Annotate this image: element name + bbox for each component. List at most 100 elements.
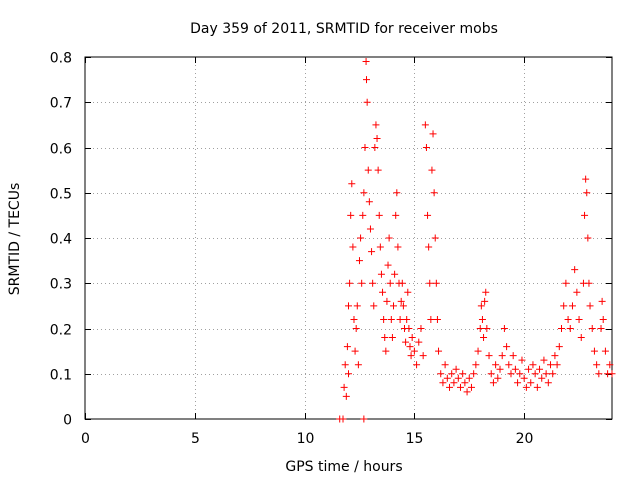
- data-point: [480, 334, 488, 342]
- data-point: [394, 243, 402, 251]
- data-point: [492, 361, 500, 369]
- data-point: [511, 365, 519, 373]
- data-point: [360, 415, 368, 423]
- data-point: [595, 370, 603, 378]
- data-point: [375, 211, 383, 219]
- data-point: [377, 270, 385, 278]
- data-point: [343, 343, 351, 351]
- data-point: [357, 234, 365, 242]
- data-point: [339, 415, 347, 423]
- data-point: [360, 189, 368, 197]
- data-point: [542, 370, 550, 378]
- data-point: [346, 279, 354, 287]
- data-point: [454, 374, 462, 382]
- data-point: [417, 325, 425, 332]
- data-point: [345, 302, 352, 310]
- data-point: [351, 347, 359, 355]
- data-point: [608, 370, 616, 378]
- data-point: [372, 121, 380, 129]
- data-point: [463, 388, 471, 396]
- data-point: [430, 189, 438, 197]
- data-point: [551, 352, 559, 360]
- data-point: [373, 134, 381, 142]
- y-tick-label: 0.5: [50, 187, 72, 203]
- data-point: [585, 279, 593, 287]
- data-point: [575, 315, 583, 323]
- x-tick-label: 10: [297, 431, 315, 447]
- chart-title: Day 359 of 2011, SRMTID for receiver mob…: [190, 21, 498, 37]
- data-point: [385, 234, 393, 242]
- data-point: [413, 361, 421, 369]
- data-point: [428, 166, 436, 174]
- data-point: [425, 243, 433, 251]
- data-point: [500, 325, 508, 332]
- data-point: [547, 361, 555, 369]
- data-point: [496, 365, 504, 373]
- data-point: [405, 325, 413, 332]
- data-point: [514, 379, 522, 387]
- data-point: [433, 315, 441, 323]
- data-point: [583, 189, 591, 197]
- data-point: [597, 325, 605, 332]
- data-point: [345, 370, 352, 378]
- data-point: [381, 334, 389, 342]
- data-point: [477, 302, 485, 310]
- data-point: [342, 392, 350, 400]
- data-point: [408, 334, 416, 342]
- data-point: [494, 374, 502, 382]
- data-point: [520, 374, 528, 382]
- data-point: [588, 325, 596, 332]
- data-point: [525, 365, 533, 373]
- data-point: [429, 130, 437, 138]
- data-point: [387, 315, 395, 323]
- data-point: [446, 383, 454, 391]
- y-tick-label: 0.3: [50, 277, 72, 293]
- data-point: [507, 370, 515, 378]
- data-point: [407, 352, 415, 360]
- data-point: [398, 279, 406, 287]
- y-tick-label: 0.1: [50, 368, 72, 384]
- data-point: [472, 361, 480, 369]
- data-point: [362, 58, 370, 66]
- data-point: [584, 234, 592, 242]
- data-point: [355, 257, 363, 265]
- data-point: [359, 211, 367, 219]
- data-point: [452, 365, 460, 373]
- data-point: [368, 248, 376, 256]
- data-point: [448, 370, 456, 378]
- y-tick-label: 0.6: [50, 142, 72, 158]
- x-axis: 0 5 10 15 20: [81, 57, 533, 447]
- data-point: [376, 243, 384, 251]
- data-point: [518, 356, 526, 364]
- data-point: [406, 343, 414, 351]
- data-point: [365, 198, 373, 206]
- data-point: [437, 370, 445, 378]
- data-point: [353, 302, 361, 310]
- y-tick-label: 0.8: [50, 51, 72, 67]
- data-point: [461, 379, 469, 387]
- data-point: [396, 315, 404, 323]
- data-point: [538, 374, 546, 382]
- data-point: [435, 347, 443, 355]
- data-point: [503, 343, 511, 351]
- data-point: [483, 325, 491, 332]
- data-point: [544, 379, 552, 387]
- y-axis: 0 0.1 0.2 0.3 0.4 0.5 0.6 0.7 0.8: [50, 51, 612, 429]
- data-point: [555, 343, 563, 351]
- data-point: [467, 383, 475, 391]
- data-point: [404, 288, 412, 296]
- data-point: [598, 297, 606, 305]
- data-point: [421, 121, 429, 129]
- data-point: [459, 370, 467, 378]
- data-point: [505, 361, 513, 369]
- data-point: [470, 370, 478, 378]
- data-point: [348, 180, 356, 188]
- x-tick-label: 15: [406, 431, 424, 447]
- data-point: [364, 166, 372, 174]
- data-point: [581, 211, 589, 219]
- data-point: [476, 325, 484, 332]
- data-point: [516, 370, 524, 378]
- data-point: [386, 279, 394, 287]
- data-point: [522, 383, 530, 391]
- data-point: [379, 288, 387, 296]
